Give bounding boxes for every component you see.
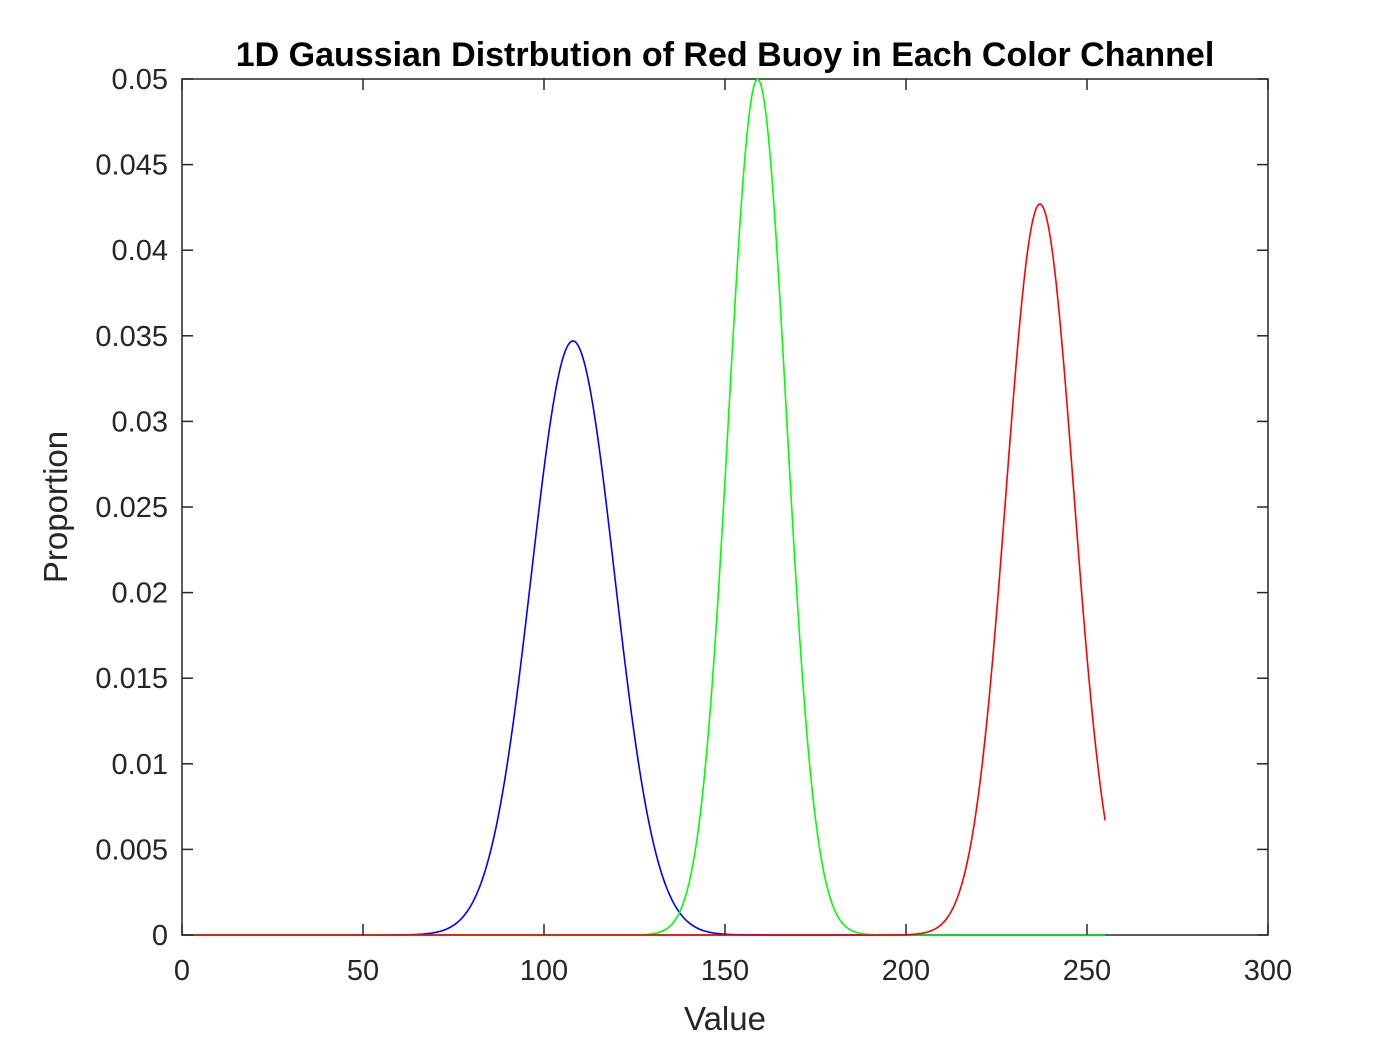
series-line-2 xyxy=(182,203,1106,936)
y-tick-label: 0.02 xyxy=(112,578,168,610)
x-tick-label: 300 xyxy=(1244,955,1292,987)
axes-box xyxy=(181,78,1269,936)
y-tick-label: 0.04 xyxy=(112,235,168,267)
y-tick-label: 0.03 xyxy=(112,406,168,438)
x-tick-label: 0 xyxy=(174,955,190,987)
x-tick-label: 50 xyxy=(347,955,379,987)
y-axis-label: Proportion xyxy=(37,431,74,583)
y-tick-label: 0.05 xyxy=(112,64,168,96)
y-tick-label: 0.045 xyxy=(95,150,168,182)
plot-area xyxy=(181,77,1269,936)
x-tick-label: 150 xyxy=(701,955,749,987)
y-tick-label: 0.035 xyxy=(95,321,168,353)
x-axis-tick-labels: 0 50 100 150 200 250 300 xyxy=(174,955,1292,987)
x-axis-label: Value xyxy=(684,1000,766,1037)
axis-ticks xyxy=(181,78,1269,936)
y-tick-label: 0.01 xyxy=(112,749,168,781)
chart-title: 1D Gaussian Distrbution of Red Buoy in E… xyxy=(236,36,1215,74)
y-tick-label: 0 xyxy=(152,920,168,952)
y-tick-label: 0.005 xyxy=(95,834,168,866)
y-tick-label: 0.015 xyxy=(95,663,168,695)
x-tick-label: 250 xyxy=(1063,955,1111,987)
x-tick-label: 200 xyxy=(882,955,930,987)
x-tick-label: 100 xyxy=(520,955,568,987)
y-axis-tick-labels: 0 0.005 0.01 0.015 0.02 0.025 0.03 0.035 0.04 0.0… xyxy=(95,64,168,952)
y-tick-label: 0.025 xyxy=(95,492,168,524)
series-lines xyxy=(182,77,1106,936)
